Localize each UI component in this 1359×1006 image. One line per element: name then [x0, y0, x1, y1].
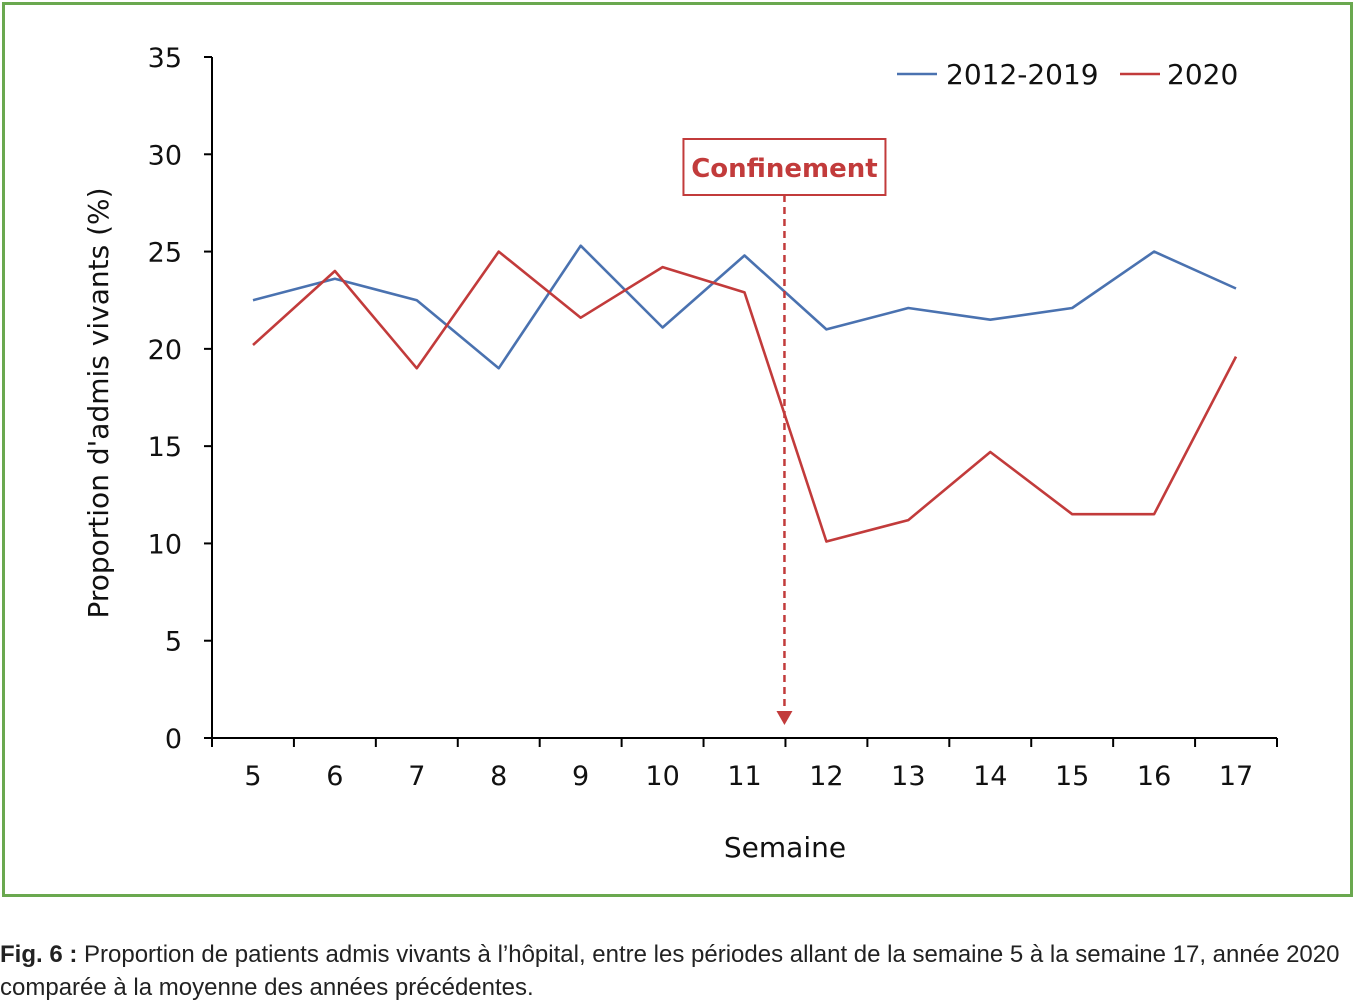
series-layer: [252, 244, 1238, 543]
annotation-arrowhead: [776, 711, 793, 725]
x-axis-title: Semaine: [724, 831, 846, 864]
y-tick-label: 15: [148, 432, 182, 463]
figure-caption: Fig. 6 : Proportion de patients admis vi…: [0, 938, 1359, 1004]
line-chart: 0 5 10 15 20 25 30 35 5 6 7 8 9 10 11 12 13 14 15 16 17 Con…: [82, 43, 1278, 864]
x-tick-label: 7: [408, 761, 425, 792]
x-tick-label: 10: [645, 761, 679, 792]
x-tick-label: 12: [809, 761, 843, 792]
legend-label-0: 2012-2019: [946, 58, 1099, 91]
y-tick-label: 25: [148, 238, 182, 269]
series-line-1: [252, 250, 1238, 543]
series-line-0: [252, 244, 1237, 370]
caption-text: Proportion de patients admis vivants à l…: [0, 941, 1340, 1001]
confinement-annotation: Confinement: [682, 138, 887, 725]
x-tick-label: 17: [1219, 761, 1253, 792]
x-tick-label: 5: [244, 761, 261, 792]
annotation-label: Confinement: [691, 154, 878, 184]
figure-frame: [2, 2, 1353, 897]
x-tick-label: 9: [572, 761, 589, 792]
x-tick-label: 6: [326, 761, 343, 792]
y-tick-label: 30: [148, 140, 182, 171]
y-tick-label: 20: [148, 335, 182, 366]
x-tick-label: 8: [490, 761, 507, 792]
y-axis-title: Proportion d'admis vivants (%): [82, 187, 115, 618]
x-axis: 5 6 7 8 9 10 11 12 13 14 15 16 17: [211, 737, 1278, 792]
y-tick-label: 35: [148, 43, 182, 74]
y-axis: 0 5 10 15 20 25 30 35: [148, 43, 213, 755]
legend-label-1: 2020: [1167, 58, 1238, 91]
x-tick-label: 14: [973, 761, 1007, 792]
caption-label: Fig. 6 :: [0, 941, 78, 968]
x-tick-label: 11: [727, 761, 761, 792]
x-tick-label: 16: [1137, 761, 1171, 792]
y-tick-label: 10: [148, 529, 182, 560]
y-tick-label: 5: [165, 627, 182, 658]
legend: 2012-2019 2020: [897, 58, 1238, 91]
x-tick-label: 13: [891, 761, 925, 792]
x-tick-label: 15: [1055, 761, 1089, 792]
y-tick-label: 0: [165, 724, 182, 755]
annotation-box: [682, 138, 887, 196]
